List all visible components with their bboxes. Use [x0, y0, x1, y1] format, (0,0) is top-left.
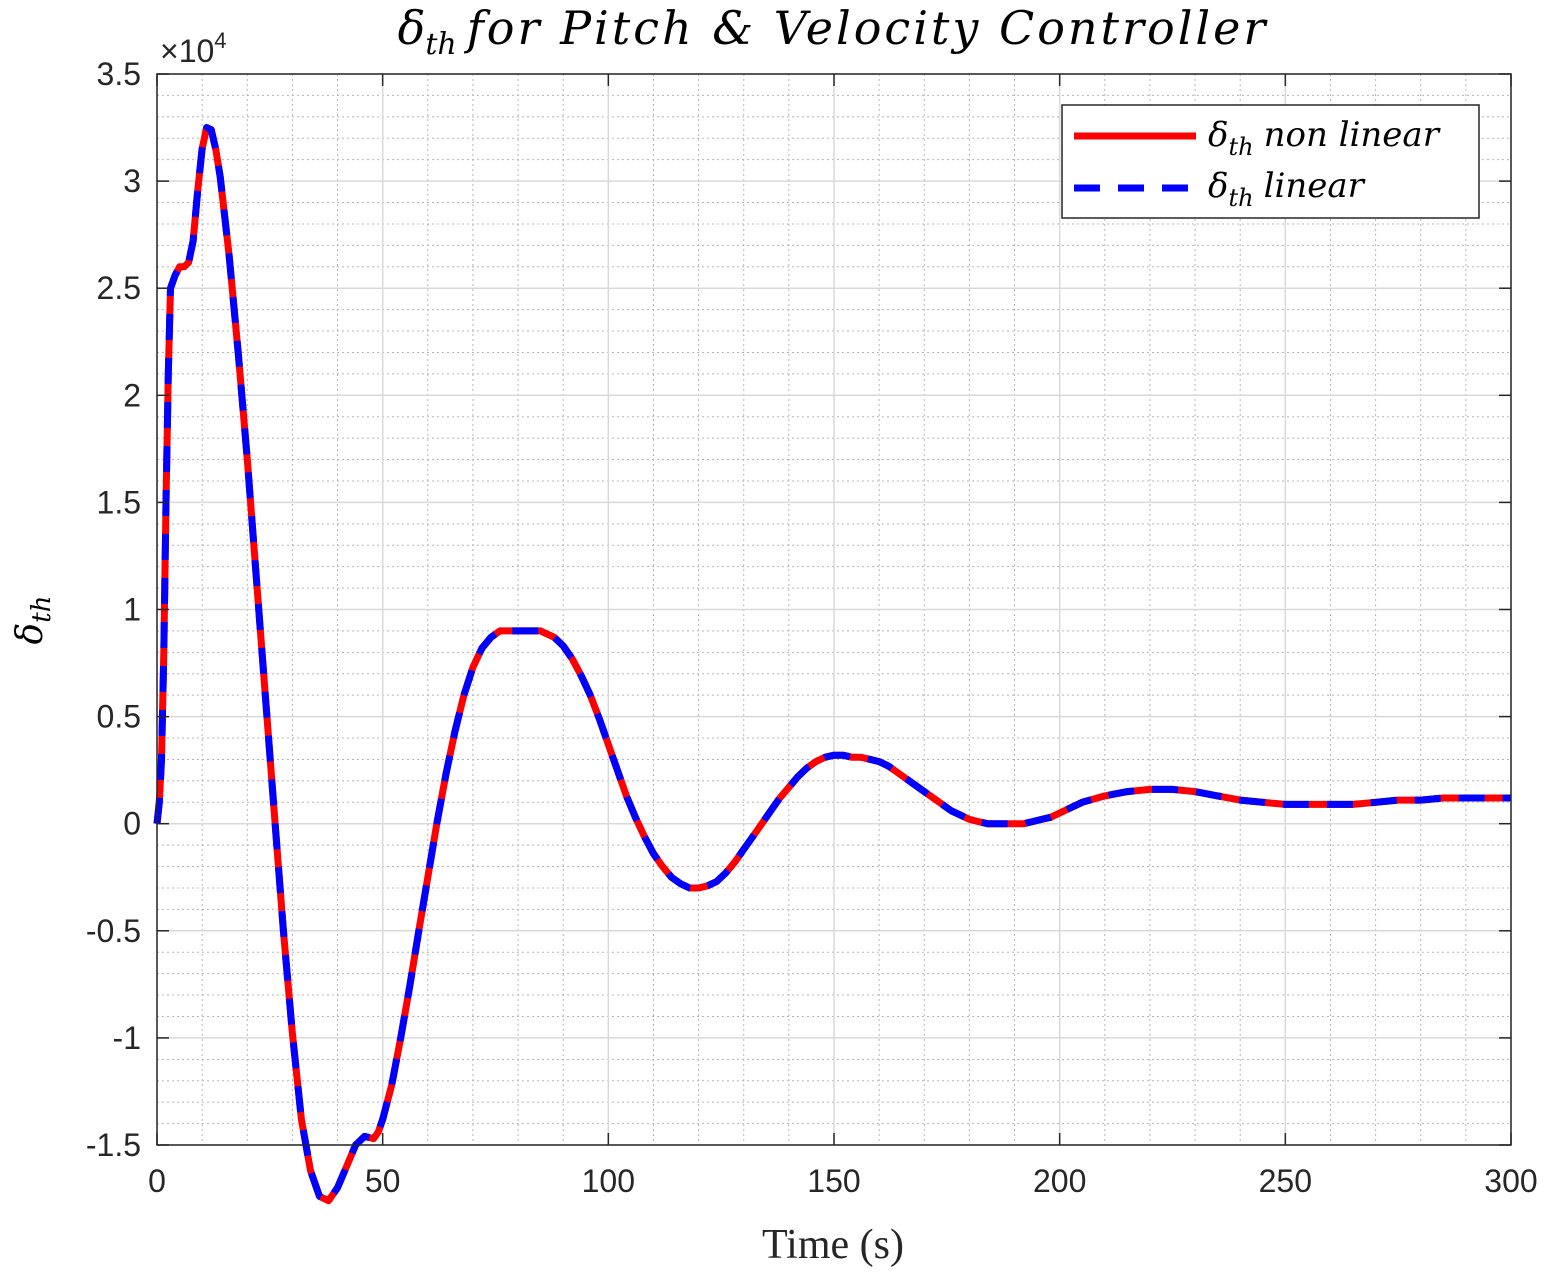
legend-label-non-linear: δth non linear	[1208, 115, 1441, 161]
title-symbol: δ	[398, 1, 426, 55]
x-tick-label: 250	[1259, 1163, 1312, 1199]
x-axis-label: Time (s)	[762, 1222, 904, 1268]
x-tick-label: 150	[807, 1163, 860, 1199]
x-tick-label: 300	[1484, 1163, 1537, 1199]
legend-symbol: δ	[1208, 115, 1228, 155]
y-tick-label: 3	[123, 163, 141, 199]
title-text: for Pitch & Velocity Controller	[464, 1, 1269, 55]
y-tick-label: 1.5	[97, 484, 141, 520]
y-tick-label: -1	[113, 1020, 141, 1056]
y-tick-label: 2.5	[97, 270, 141, 306]
legend-subscript: th	[1228, 133, 1253, 161]
y-tick-labels: -1.5 -1 -0.5 0 0.5 1 1.5 2 2.5 3 3.5	[86, 56, 141, 1163]
x-tick-labels: 0 50 100 150 200 250 300	[148, 1163, 1538, 1199]
x-tick-label: 0	[148, 1163, 166, 1199]
series-layer	[153, 124, 1511, 1205]
y-exponent-label: ×104	[160, 28, 227, 69]
y-tick-label: 0.5	[97, 699, 141, 735]
y-tick-label: 0	[123, 806, 141, 842]
y-tick-label: -1.5	[86, 1127, 141, 1163]
y-axis-label: δth	[10, 596, 57, 645]
legend: δth non linear δth linear	[1061, 104, 1480, 219]
legend-text: linear	[1264, 166, 1366, 206]
title-subscript: th	[425, 27, 456, 62]
y-exponent-base: ×10	[160, 33, 214, 69]
legend-subscript: th	[1228, 184, 1253, 212]
y-exponent-power: 4	[214, 28, 226, 53]
series-line-linear	[153, 124, 1511, 1205]
y-tick-label: -0.5	[86, 913, 141, 949]
legend-label-linear: δth linear	[1208, 166, 1366, 212]
legend-text: non linear	[1264, 115, 1441, 155]
legend-symbol: δ	[1208, 166, 1228, 206]
x-tick-label: 50	[365, 1163, 401, 1199]
chart-title: δth for Pitch & Velocity Controller	[398, 1, 1269, 62]
legend-box	[1061, 104, 1480, 219]
y-tick-label: 3.5	[97, 56, 141, 92]
y-tick-label: 1	[123, 592, 141, 628]
major-grid	[156, 73, 1512, 1146]
y-label-subscript: th	[27, 596, 57, 623]
y-tick-label: 2	[123, 377, 141, 413]
x-tick-label: 200	[1033, 1163, 1086, 1199]
y-label-symbol: δ	[10, 623, 51, 645]
tick-marks	[156, 73, 1512, 1146]
x-tick-label: 100	[582, 1163, 635, 1199]
